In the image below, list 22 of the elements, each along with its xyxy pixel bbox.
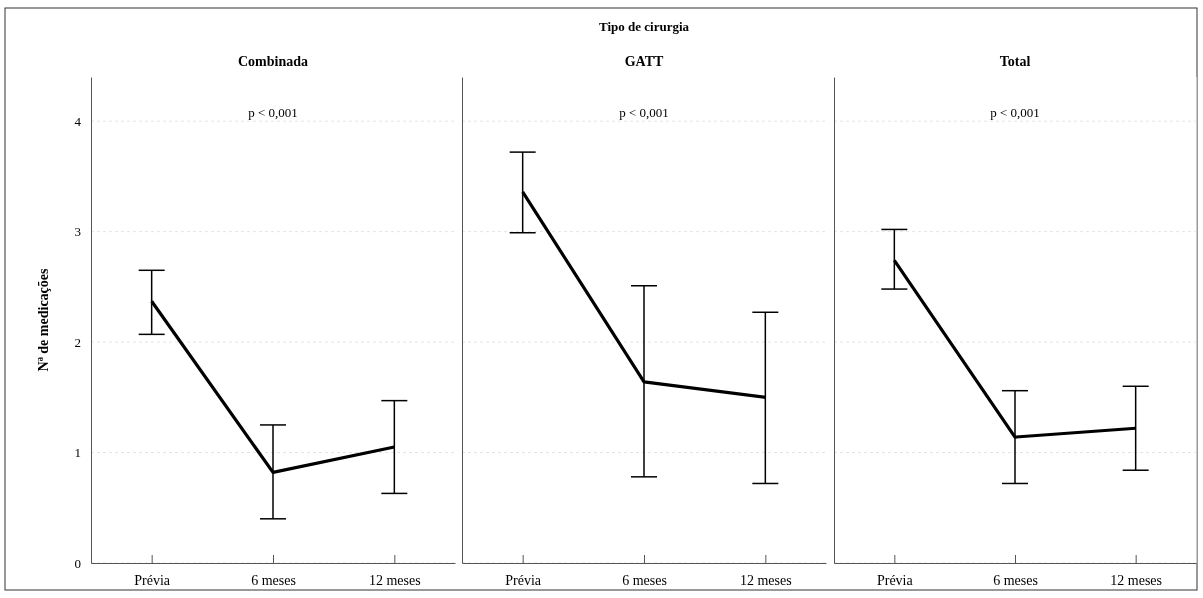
x-tick-label: 12 meses: [368, 572, 421, 588]
chart-title: Total: [999, 54, 1031, 69]
y-axis-title: Nª de medicações: [36, 267, 51, 372]
chart-title: Combinada: [237, 54, 309, 69]
chart-subtitle: GATT: [624, 54, 664, 69]
x-tick-label: 6 meses: [622, 572, 667, 588]
x-tick-label: 6 meses: [993, 572, 1038, 588]
x-tick-label: 12 meses: [1110, 572, 1163, 588]
y-tick-label: 0: [74, 555, 81, 571]
x-tick-label: Prévia: [134, 572, 171, 588]
x-tick-label: Prévia: [876, 572, 914, 588]
y-tick-label: 1: [74, 445, 81, 461]
chart-title: Tipo de cirurgia: [598, 19, 690, 34]
annotation: p < 0,001: [619, 105, 669, 120]
x-tick-label: 12 meses: [739, 572, 792, 588]
y-tick-label: 3: [74, 224, 81, 240]
annotation: p < 0,001: [990, 105, 1040, 120]
y-tick-label: 2: [74, 334, 81, 350]
x-tick-label: 6 meses: [251, 572, 296, 588]
annotation: p < 0,001: [248, 105, 298, 120]
y-tick-label: 4: [74, 113, 82, 129]
x-tick-label: Prévia: [505, 572, 542, 588]
